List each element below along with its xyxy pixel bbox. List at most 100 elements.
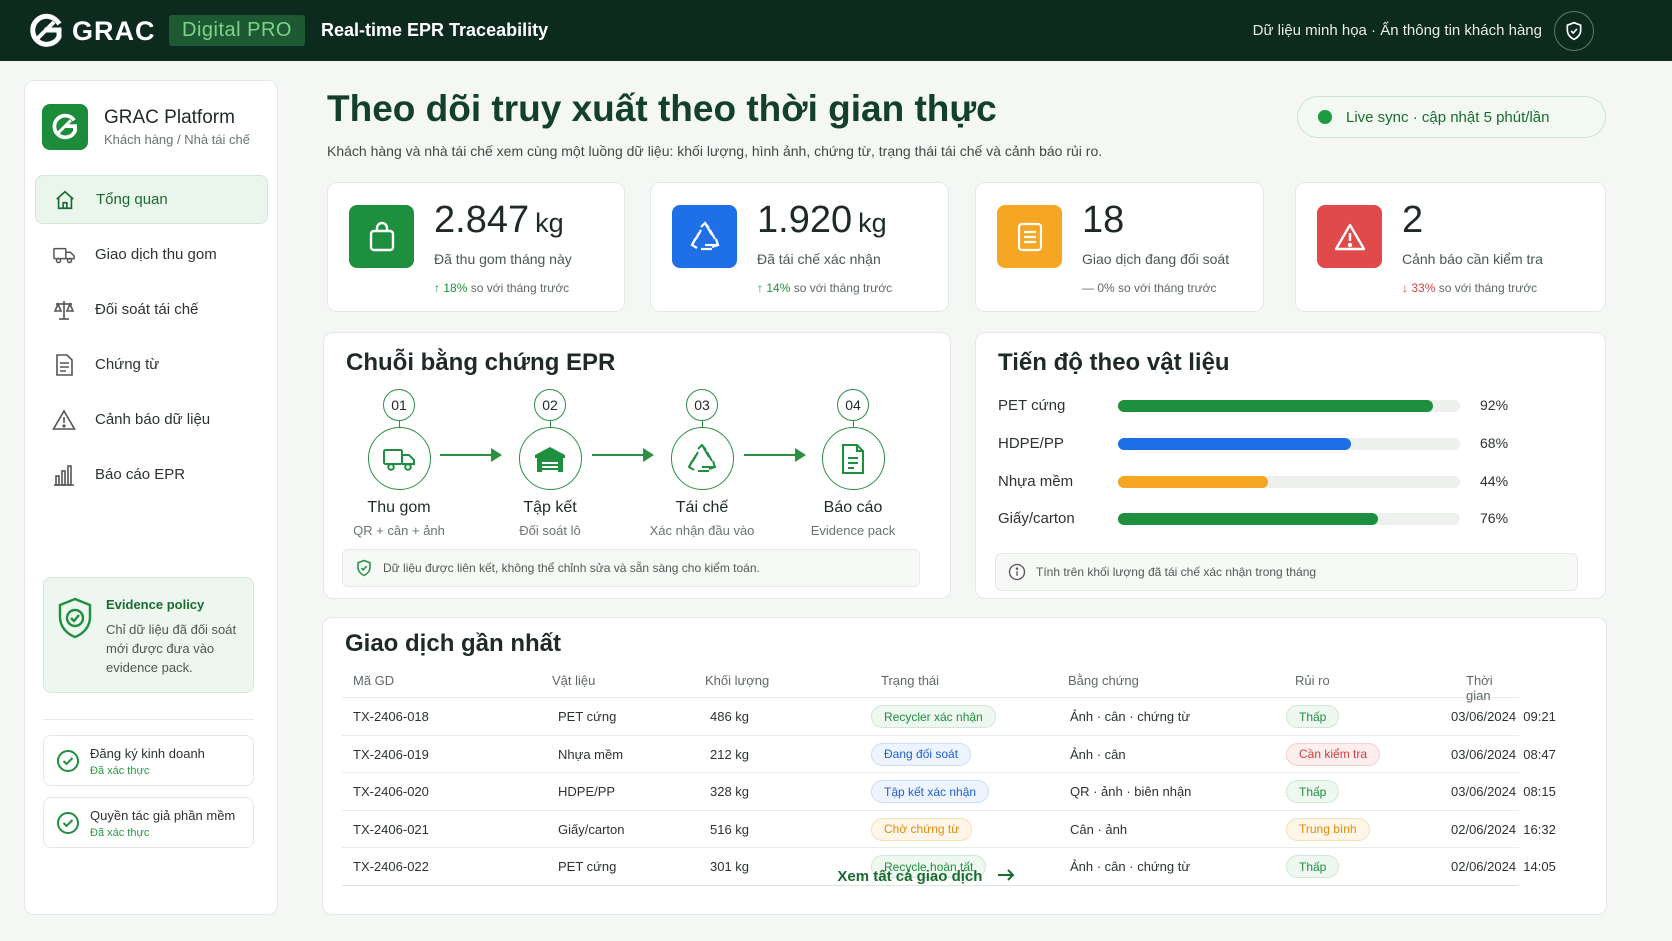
table-row[interactable]: TX-2406-018 PET cứng 486 kg Recycler xác nh… bbox=[342, 698, 1556, 736]
sidebar-item-collection[interactable]: Giao dịch thu gom bbox=[35, 230, 268, 279]
material-label: Giấy/carton bbox=[998, 510, 1075, 527]
sidebar: GRAC Platform Khách hàng / Nhà tái chế T… bbox=[24, 80, 278, 915]
transactions-table: Mã GD Vật liệu Khối lượng Trạng thái Bằn… bbox=[342, 664, 1556, 886]
kpi-reconciling[interactable]: 18 Giao dịch đang đối soát — 0% so với t… bbox=[975, 182, 1264, 312]
shield-check-icon bbox=[1566, 21, 1582, 41]
cell-time: 02/06/2024 16:32 bbox=[1451, 821, 1556, 837]
risk-badge: Thấp bbox=[1286, 705, 1340, 728]
platform-logo-icon bbox=[42, 104, 88, 150]
col-header[interactable]: Bằng chứng bbox=[1068, 673, 1139, 688]
progress-value: 44% bbox=[1480, 473, 1509, 489]
chain-arrow bbox=[744, 448, 806, 462]
status-badge: Đang đối soát bbox=[871, 742, 972, 766]
progress-fill bbox=[1118, 438, 1351, 450]
chain-step-collect[interactable]: 01 Thu gom QR + cân + ảnh bbox=[324, 389, 474, 538]
view-all-transactions-link[interactable]: Xem tất cả giao dịch bbox=[323, 868, 1529, 885]
cell-evidence: Ảnh · cân · chứng từ bbox=[1070, 859, 1191, 874]
cell-id: TX-2406-019 bbox=[353, 746, 429, 762]
step-number: 02 bbox=[534, 389, 566, 421]
report-icon bbox=[821, 427, 885, 490]
table-row[interactable]: TX-2406-020 HDPE/PP 328 kg Tập kết xác nhận… bbox=[342, 773, 1556, 811]
cert-name: Đăng ký kinh doanh bbox=[90, 746, 205, 761]
cell-weight: 516 kg bbox=[710, 821, 750, 837]
sidebar-item-alerts[interactable]: Cảnh báo dữ liệu bbox=[35, 395, 268, 444]
grac-logo[interactable]: GRAC bbox=[28, 13, 156, 49]
cell-id: TX-2406-020 bbox=[353, 784, 429, 799]
col-header[interactable]: Thời gian bbox=[1466, 673, 1493, 703]
col-header[interactable]: Vật liệu bbox=[552, 673, 596, 688]
sidebar-item-label: Giao dịch thu gom bbox=[95, 246, 217, 263]
progress-track bbox=[1118, 476, 1460, 488]
step-name: Tập kết bbox=[523, 499, 577, 516]
table-row[interactable]: TX-2406-019 Nhựa mềm 212 kg Đang đối soát Ản… bbox=[342, 736, 1556, 773]
cert-business-registration[interactable]: Đăng ký kinh doanh Đã xác thực bbox=[43, 735, 254, 786]
sidebar-item-label: Cảnh báo dữ liệu bbox=[95, 411, 211, 428]
grac-logo-icon bbox=[30, 13, 62, 47]
cert-status: Đã xác thực bbox=[90, 765, 150, 777]
platform-brand: GRAC Platform Khách hàng / Nhà tái chế bbox=[42, 104, 250, 150]
col-header[interactable]: Trạng thái bbox=[881, 673, 940, 688]
kpi-value: 2.847 bbox=[434, 199, 530, 241]
kpi-recycled[interactable]: 1.920 kg Đã tái chế xác nhận ↑ 14% so với… bbox=[650, 182, 949, 312]
chain-step-recycle[interactable]: 03 Tái chế Xác nhận đầu vào bbox=[627, 389, 777, 538]
sidebar-item-label: Chứng từ bbox=[95, 356, 160, 373]
progress-note-text: Tính trên khối lượng đã tái chế xác nhận… bbox=[1036, 565, 1317, 579]
platform-name: GRAC Platform bbox=[104, 107, 235, 128]
sidebar-item-label: Tổng quan bbox=[96, 191, 168, 208]
step-desc: QR + cân + ảnh bbox=[353, 523, 445, 538]
progress-track bbox=[1118, 400, 1460, 412]
sidebar-item-epr-report[interactable]: Báo cáo EPR bbox=[35, 450, 268, 499]
check-circle-icon bbox=[57, 812, 79, 834]
chain-step-gather[interactable]: 02 Tập kết Đối soát lô bbox=[475, 389, 625, 538]
trend-value: 33% bbox=[1411, 281, 1436, 295]
table-row[interactable]: TX-2406-022 PET cứng 301 kg Recycle hoàn tấ… bbox=[342, 848, 1556, 886]
live-sync-status[interactable]: Live sync · cập nhật 5 phút/lần bbox=[1297, 96, 1606, 138]
cert-software-copyright[interactable]: Quyền tác giả phần mềm Đã xác thực bbox=[43, 797, 254, 848]
table-row[interactable]: TX-2406-021 Giấy/carton 516 kg Chờ chứng từ… bbox=[342, 811, 1556, 848]
cell-id: TX-2406-018 bbox=[353, 709, 429, 724]
cell-evidence: Ảnh · cân · chứng từ bbox=[1070, 709, 1191, 724]
truck-icon bbox=[367, 427, 431, 490]
progress-title: Tiến độ theo vật liệu bbox=[998, 349, 1230, 376]
chain-step-report[interactable]: 04 Báo cáo Evidence pack bbox=[778, 389, 928, 538]
sidebar-item-documents[interactable]: Chứng từ bbox=[35, 340, 268, 389]
cell-material: HDPE/PP bbox=[558, 784, 616, 799]
top-bar: GRAC Digital PRO Real-time EPR Traceabil… bbox=[0, 0, 1672, 61]
step-connector bbox=[701, 421, 703, 427]
trend-arrow-down-icon: ↓ bbox=[1402, 281, 1408, 295]
cell-time: 02/06/2024 14:05 bbox=[1451, 859, 1556, 874]
document-icon bbox=[51, 352, 77, 378]
material-label: Nhựa mềm bbox=[998, 473, 1074, 490]
bag-icon bbox=[349, 205, 414, 268]
progress-track bbox=[1118, 438, 1460, 450]
cert-name: Quyền tác giả phần mềm bbox=[90, 808, 236, 823]
sidebar-item-reconciliation[interactable]: Đối soát tái chế bbox=[35, 285, 268, 334]
alert-icon bbox=[1317, 205, 1382, 268]
live-sync-label: Live sync · cập nhật 5 phút/lần bbox=[1346, 108, 1550, 126]
shield-check-icon bbox=[355, 559, 373, 577]
warning-icon bbox=[51, 407, 77, 433]
kpi-collected[interactable]: 2.847 kg Đã thu gom tháng này ↑ 18% so vớ… bbox=[327, 182, 625, 312]
sidebar-item-overview[interactable]: Tổng quan bbox=[35, 175, 268, 224]
policy-title: Evidence policy bbox=[106, 597, 205, 612]
col-header[interactable]: Khối lượng bbox=[705, 673, 770, 688]
kpi-trend: — 0% so với tháng trước bbox=[1082, 281, 1217, 295]
col-header[interactable]: Rủi ro bbox=[1295, 673, 1330, 688]
col-header[interactable]: Mã GD bbox=[353, 673, 395, 688]
trend-text: so với tháng trước bbox=[790, 281, 893, 295]
cell-weight: 328 kg bbox=[710, 784, 750, 799]
cell-time: 03/06/2024 08:15 bbox=[1451, 784, 1556, 799]
kpi-alerts[interactable]: 2 Cảnh báo cần kiểm tra ↓ 33% so với thá… bbox=[1295, 182, 1606, 312]
cell-time: 03/06/2024 09:21 bbox=[1451, 709, 1556, 724]
privacy-shield-button[interactable] bbox=[1554, 11, 1594, 51]
cell-material: Nhựa mềm bbox=[558, 746, 624, 762]
kpi-unit: kg bbox=[858, 208, 887, 238]
recycle-icon bbox=[670, 427, 734, 490]
page-subtitle: Khách hàng và nhà tái chế xem cùng một l… bbox=[327, 143, 1103, 159]
step-name: Báo cáo bbox=[823, 499, 883, 516]
risk-badge: Trung bình bbox=[1286, 817, 1370, 841]
warehouse-icon bbox=[518, 427, 582, 490]
cell-evidence: Cân · ảnh bbox=[1070, 821, 1128, 837]
epr-chain-panel: Chuỗi bằng chứng EPR 01 Thu gom QR + cân… bbox=[323, 332, 951, 599]
truck-icon bbox=[51, 242, 77, 268]
